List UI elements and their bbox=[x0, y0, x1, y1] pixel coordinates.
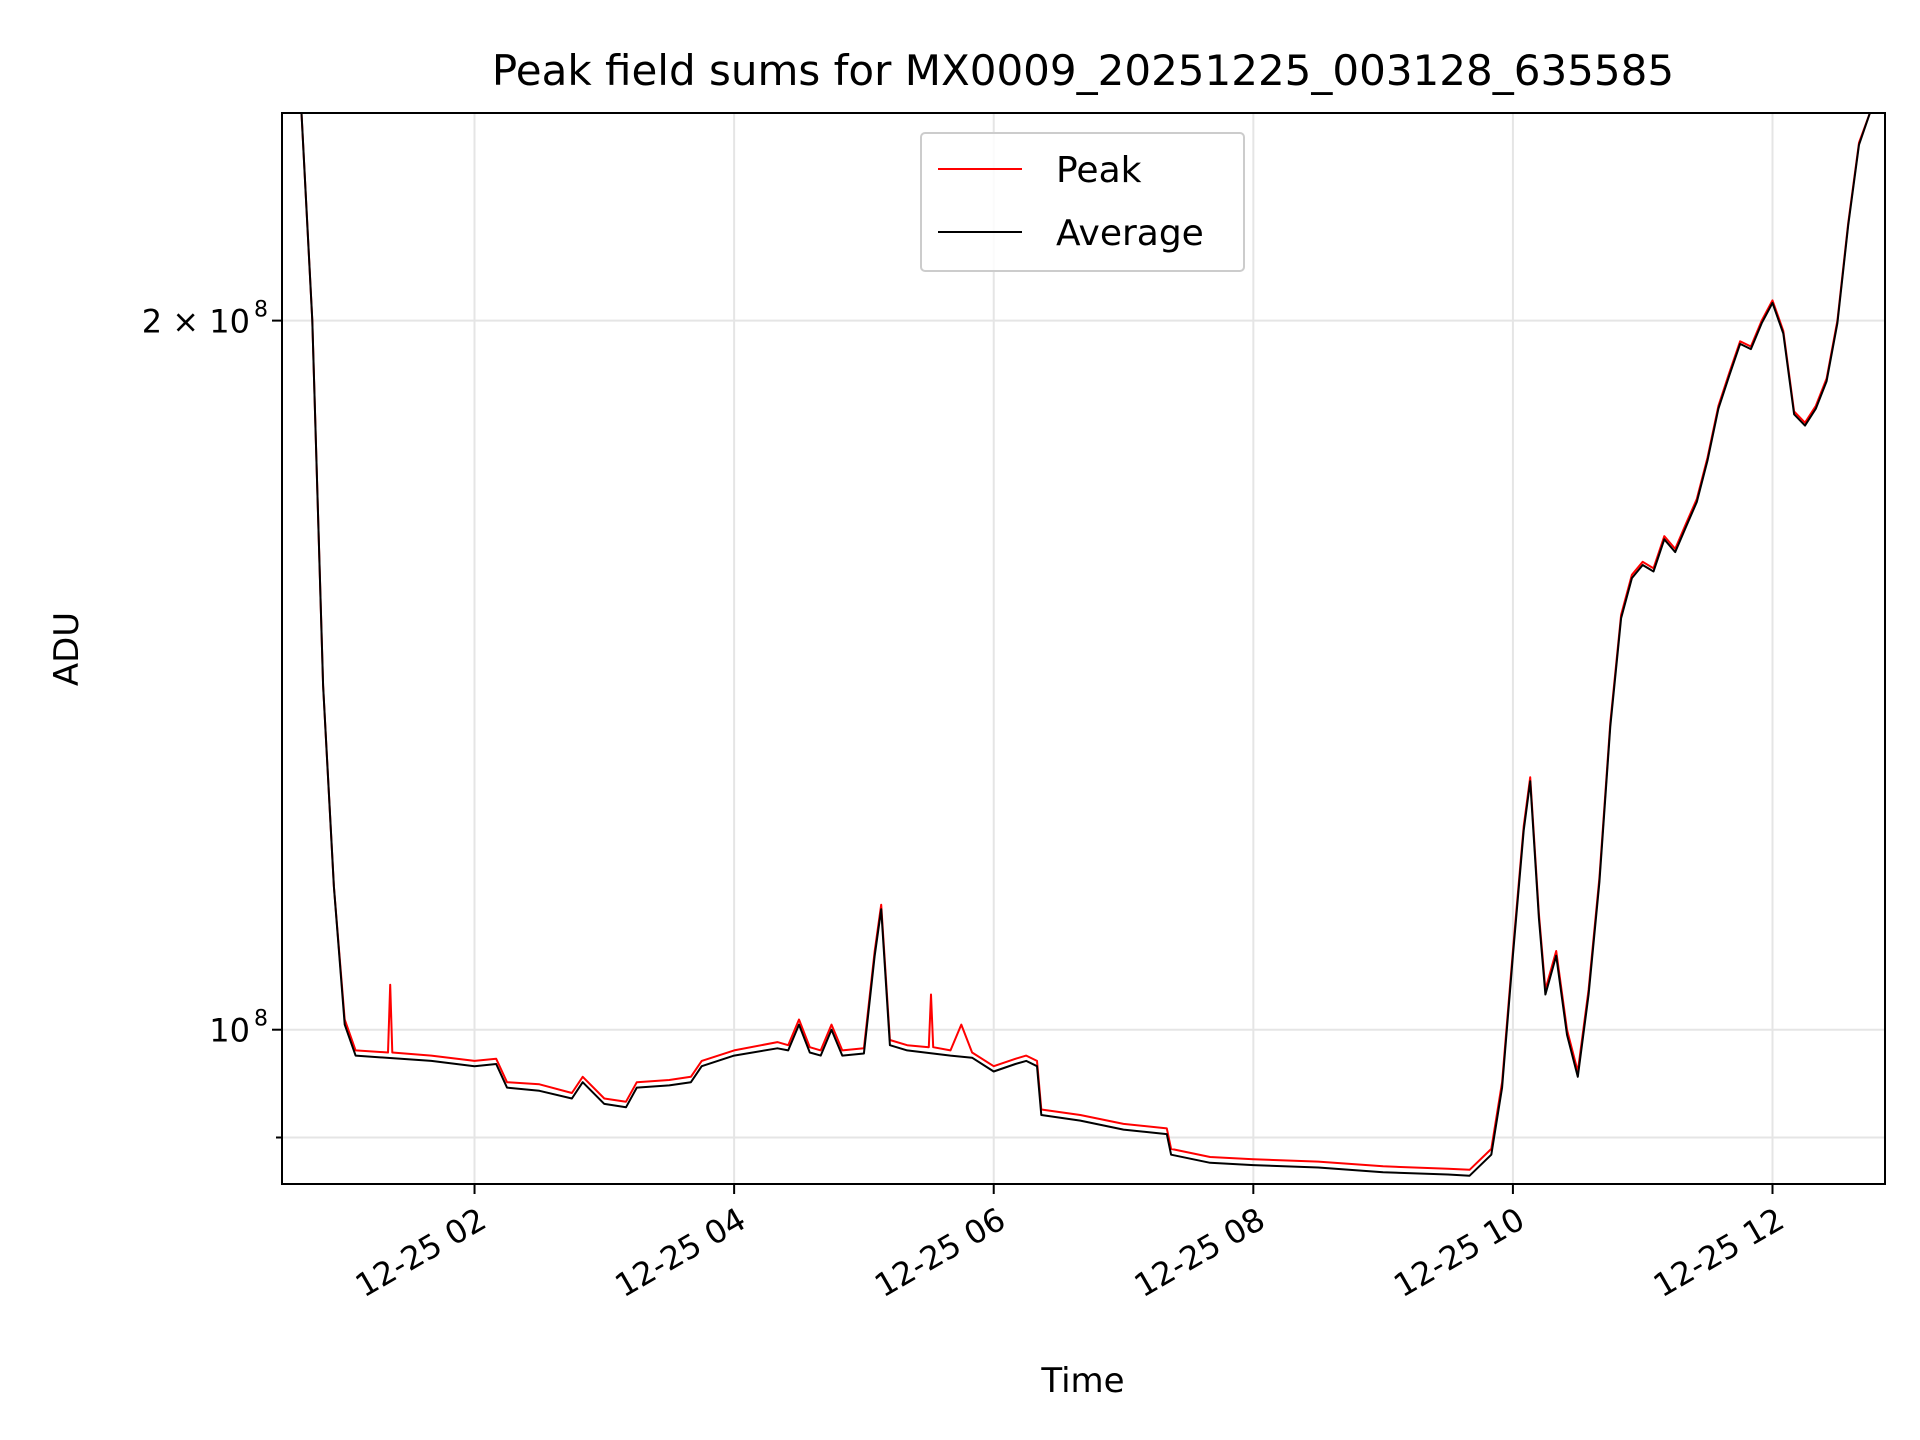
legend: Peak Average bbox=[920, 132, 1245, 272]
plot-frame bbox=[281, 112, 1886, 1185]
series-line-average bbox=[282, 113, 1885, 1177]
y-tick-label: 10 bbox=[209, 1012, 250, 1050]
x-axis-label: Time bbox=[1040, 1361, 1124, 1401]
y-axis-label: ADU bbox=[47, 612, 87, 686]
chart-title: Peak field sums for MX0009_20251225_0031… bbox=[492, 46, 1674, 95]
y-tick-exponent: 8 bbox=[254, 298, 268, 323]
series-layer bbox=[282, 113, 1885, 1177]
grid bbox=[282, 113, 1885, 1184]
y-axis-ticks: 2 × 10 810 8 bbox=[142, 298, 282, 1139]
legend-box bbox=[920, 132, 1245, 272]
legend-label-average: Average bbox=[1056, 213, 1204, 254]
y-tick-label: 2 × 10 bbox=[142, 303, 250, 341]
legend-label-peak: Peak bbox=[1056, 150, 1142, 191]
y-tick-exponent: 8 bbox=[254, 1007, 268, 1032]
